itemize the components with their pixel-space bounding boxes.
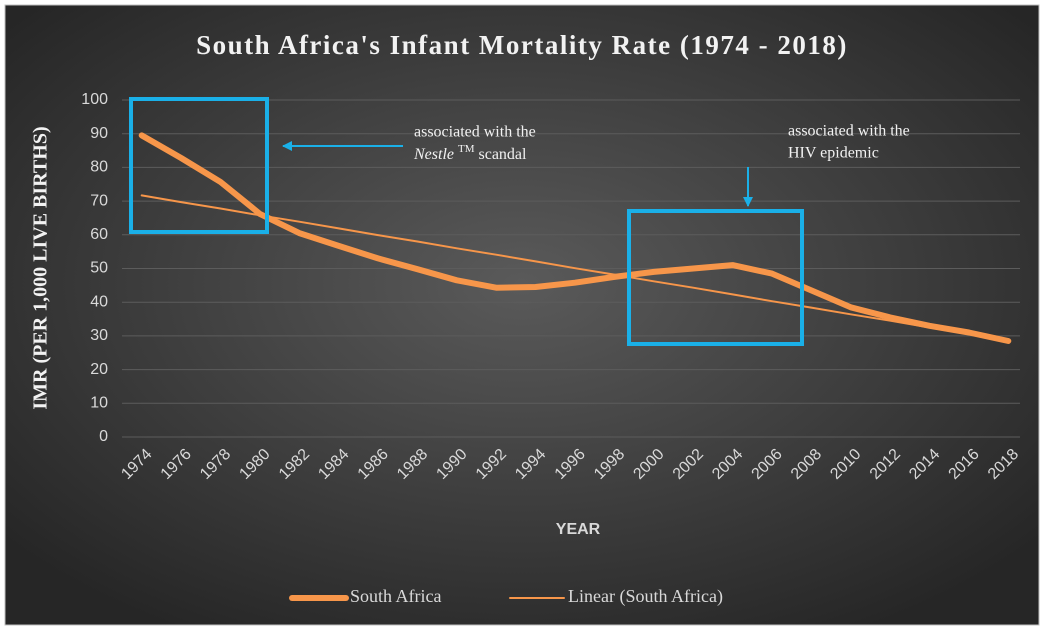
y-tick-label: 40	[90, 293, 108, 310]
series-line	[140, 194, 1010, 342]
annotation-italic: Nestle	[413, 146, 454, 163]
y-tick-label: 20	[90, 361, 108, 378]
y-tick-label: 70	[90, 192, 108, 209]
annotation: HIV epidemic	[788, 145, 879, 162]
legend-label: South Africa	[350, 586, 442, 606]
y-tick-label: 80	[90, 159, 108, 176]
annotation-superscript: TM	[458, 143, 475, 155]
legend-label: Linear (South Africa)	[568, 586, 723, 607]
y-axis-title: IMR (PER 1,000 LIVE BIRTHS)	[30, 126, 52, 409]
y-tick-label: 90	[90, 125, 108, 142]
series-line	[138, 132, 1012, 344]
background	[4, 4, 1040, 626]
annotation: associated with the	[788, 123, 910, 140]
annotation-text: scandal	[479, 146, 528, 163]
y-tick-label: 50	[90, 260, 108, 277]
y-tick-label: 10	[90, 395, 108, 412]
y-tick-label: 30	[90, 327, 108, 344]
chart-title: South Africa's Infant Mortality Rate (19…	[196, 30, 848, 60]
annotation: associated with the	[414, 124, 536, 141]
annotation: Nestle TM scandal	[413, 143, 527, 163]
highlight-box	[129, 97, 269, 234]
x-axis-title: YEAR	[556, 521, 601, 538]
y-tick-label: 0	[99, 428, 108, 445]
highlight-box	[627, 209, 804, 346]
y-tick-label: 60	[90, 226, 108, 243]
y-tick-label: 100	[81, 91, 108, 108]
